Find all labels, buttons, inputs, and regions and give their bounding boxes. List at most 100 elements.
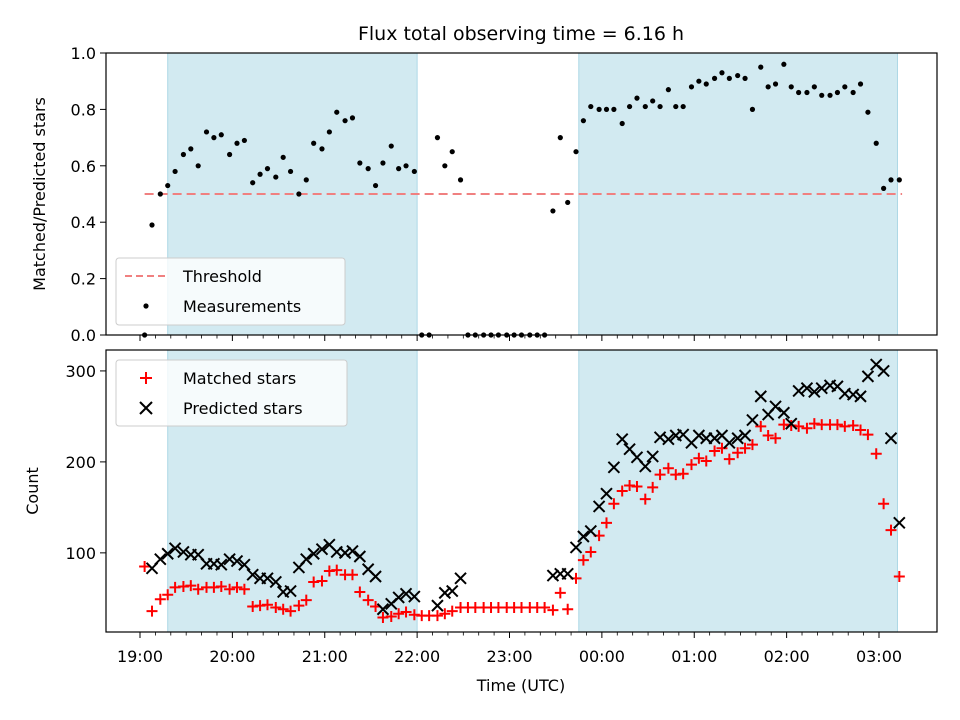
measurement-point xyxy=(634,95,640,101)
predicted-star-point xyxy=(168,542,182,555)
measurement-point xyxy=(842,84,848,90)
matched-star-point xyxy=(893,571,905,583)
measurement-point xyxy=(172,168,178,175)
shaded-interval-1 xyxy=(578,349,898,633)
legend-predicted-label: Predicted stars xyxy=(183,399,303,418)
measurement-point xyxy=(788,84,794,90)
measurement-point xyxy=(772,81,779,87)
matched-star-point xyxy=(562,603,574,615)
matched-star-point xyxy=(685,459,697,471)
measurement-point xyxy=(250,180,256,186)
predicted-star-point xyxy=(238,558,251,571)
matched-star-point xyxy=(393,608,405,620)
measurement-point xyxy=(865,109,871,115)
predicted-star-point xyxy=(607,461,621,474)
top-legend: Threshold Measurements xyxy=(115,257,346,326)
matched-star-point xyxy=(885,524,897,536)
predicted-star-point xyxy=(884,432,898,445)
matched-star-point xyxy=(215,581,227,593)
predicted-star-point xyxy=(446,584,459,598)
measurement-point xyxy=(765,84,771,90)
matched-star-point xyxy=(732,447,744,459)
predicted-star-point xyxy=(177,545,190,559)
measurement-point xyxy=(211,135,217,141)
predicted-star-point xyxy=(815,381,828,395)
legend-threshold-label: Threshold xyxy=(182,267,262,286)
matched-star-point xyxy=(746,439,758,451)
predicted-star-point xyxy=(808,385,821,399)
measurement-point xyxy=(657,103,663,110)
measurement-point xyxy=(650,98,656,104)
measurement-point xyxy=(188,146,194,152)
predicted-star-point xyxy=(646,450,659,463)
matched-star-point xyxy=(608,498,620,510)
predicted-star-point xyxy=(792,384,805,398)
matched-star-point xyxy=(878,498,890,510)
measurement-point xyxy=(396,166,402,172)
predicted-star-point xyxy=(438,586,452,600)
matched-star-point xyxy=(439,608,451,620)
measurement-point xyxy=(365,166,371,172)
predicted-star-point xyxy=(338,546,352,560)
predicted-star-point xyxy=(738,429,752,442)
matched-star-point xyxy=(554,587,566,599)
matched-star-point xyxy=(261,599,273,611)
predicted-star-point xyxy=(431,599,444,612)
measurement-point xyxy=(758,64,764,70)
legend-matched-swatch xyxy=(140,372,152,384)
predicted-star-point xyxy=(731,432,744,445)
matched-star-point xyxy=(770,432,782,444)
matched-star-point xyxy=(400,606,412,618)
matched-star-point xyxy=(354,586,366,598)
measurement-point xyxy=(680,103,686,110)
matched-star-point xyxy=(238,583,250,595)
measurement-point xyxy=(287,168,294,175)
matched-star-point xyxy=(270,601,282,613)
measurement-point xyxy=(380,160,386,166)
predicted-star-point xyxy=(392,591,405,604)
measurement-point xyxy=(227,151,233,158)
top-axes-frame xyxy=(105,52,938,336)
matched-star-point xyxy=(755,420,767,432)
measurement-point xyxy=(349,115,356,121)
measurement-point xyxy=(726,75,732,81)
measurement-point xyxy=(550,208,556,214)
matched-star-point xyxy=(716,442,728,454)
measurement-point xyxy=(303,177,309,183)
top-panel: 0.0 0.2 0.4 0.6 0.8 1.0 Matched/Predicted sta… xyxy=(30,44,938,345)
measurement-point xyxy=(742,75,748,81)
top-legend-box xyxy=(115,257,346,326)
predicted-star-point xyxy=(376,603,390,616)
matched-star-point xyxy=(639,493,651,505)
bottom-shaded-regions xyxy=(167,349,898,633)
legend-matched-label: Matched stars xyxy=(183,369,296,388)
top-y-tick-label: 0.8 xyxy=(71,100,96,119)
predicted-star-point xyxy=(800,381,814,395)
measurement-point xyxy=(804,89,810,96)
x-tick-label: 02:00 xyxy=(764,647,810,666)
predicted-star-point xyxy=(600,487,613,500)
legend-measurements-label: Measurements xyxy=(183,297,301,316)
measurement-point xyxy=(411,168,417,175)
predicted-star-point xyxy=(215,558,228,571)
top-y-tick-label: 1.0 xyxy=(71,44,96,63)
predicted-star-point xyxy=(893,516,906,530)
measurement-point xyxy=(688,84,695,90)
measurement-point xyxy=(434,135,441,141)
matched-star-point xyxy=(162,589,174,601)
measurement-point xyxy=(326,129,332,135)
x-tick-label: 23:00 xyxy=(486,647,532,666)
predicted-star-point xyxy=(577,530,590,543)
bottom-axes-frame xyxy=(105,349,938,633)
matched-star-point xyxy=(539,601,551,613)
measurement-point xyxy=(626,103,633,110)
predicted-star-point xyxy=(662,432,675,446)
predicted-star-point xyxy=(246,568,259,581)
matched-star-point xyxy=(847,420,859,432)
predicted-star-point xyxy=(369,570,382,583)
matched-star-point xyxy=(662,462,674,474)
top-y-tick-label: 0.0 xyxy=(71,326,96,345)
bottom-legend-box xyxy=(115,359,348,427)
matched-star-point xyxy=(739,442,751,454)
